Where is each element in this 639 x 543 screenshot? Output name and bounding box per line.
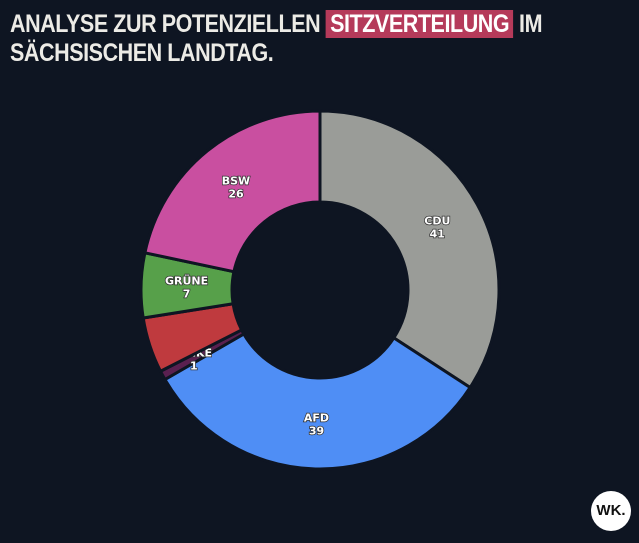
data-value-grüne: 7 <box>183 288 191 301</box>
chart-title: ANALYSE ZUR POTENZIELLEN SITZVERTEILUNG … <box>10 10 543 68</box>
data-label-bsw: BSW <box>222 174 250 187</box>
title-part-2: IM <box>519 10 543 38</box>
data-value-afd: 39 <box>309 424 324 437</box>
data-label-grüne: GRÜNE <box>165 274 208 288</box>
title-highlight: SITZVERTEILUNG <box>325 10 514 38</box>
slice-cdu <box>318 109 501 389</box>
data-label-afd: AFD <box>304 411 329 424</box>
data-value-linke: 1 <box>190 359 198 372</box>
slice-afd <box>163 332 472 471</box>
data-value-bsw: 26 <box>228 187 244 200</box>
data-label-cdu: CDU <box>424 214 450 227</box>
title-part-1: ANALYSE ZUR POTENZIELLEN <box>10 10 321 38</box>
title-line-2: SÄCHSISCHEN LANDTAG. <box>10 39 274 67</box>
data-value-cdu: 41 <box>430 227 445 240</box>
wk-logo: WK. <box>591 491 631 531</box>
slice-bsw <box>143 109 322 274</box>
